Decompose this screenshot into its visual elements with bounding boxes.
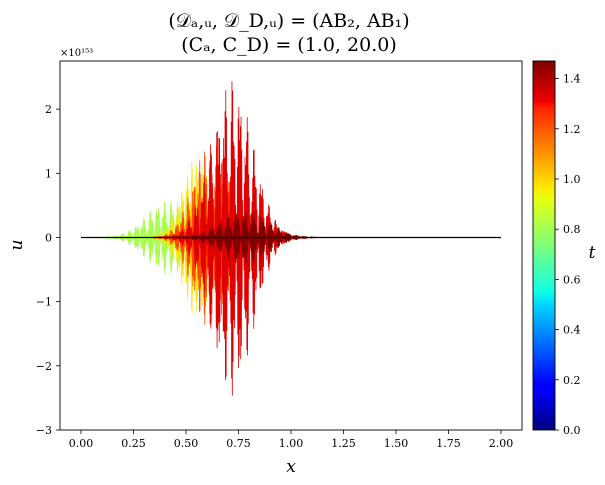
x-tick-label: 1.25 — [331, 437, 356, 450]
title-line-1: (𝒟ₐ,ᵤ, 𝒟_D,ᵤ) = (AB₂, AB₁) — [168, 10, 409, 32]
y-tick-label: 1 — [45, 167, 52, 180]
x-tick-label: 2.00 — [489, 437, 514, 450]
x-axis-label: x — [286, 457, 296, 477]
y-offset-text: ×10¹⁵³ — [60, 48, 93, 59]
x-tick-label: 0.00 — [69, 437, 94, 450]
x-tick-label: 1.50 — [384, 437, 409, 450]
colorbar-tick-label: 1.4 — [563, 73, 581, 86]
colorbar-tick-label: 1.2 — [563, 123, 581, 136]
colorbar-axis: 0.0 0.2 0.4 0.6 0.8 1.0 1.2 1.4 — [555, 73, 581, 437]
title-line-2: (Cₐ, C_D) = (1.0, 20.0) — [181, 34, 396, 56]
colorbar-tick-label: 0.4 — [563, 324, 581, 337]
colorbar-tick-label: 1.0 — [563, 173, 581, 186]
y-axis: −3 −2 −1 0 1 2 — [36, 103, 60, 437]
x-tick-label: 1.00 — [279, 437, 304, 450]
colorbar: 0.0 0.2 0.4 0.6 0.8 1.0 1.2 1.4 t — [532, 60, 596, 437]
x-axis: 0.00 0.25 0.50 0.75 1.00 1.25 1.50 1.75 2.00 — [69, 430, 514, 450]
colorbar-tick-label: 0.0 — [563, 424, 581, 437]
x-tick-label: 1.75 — [436, 437, 461, 450]
plot-area: 0.00 0.25 0.50 0.75 1.00 1.25 1.50 1.75 2.00 −3−… — [36, 60, 523, 450]
y-tick-label: −3 — [36, 424, 52, 437]
colorbar-label: t — [589, 243, 596, 263]
x-tick-label: 0.25 — [121, 437, 146, 450]
colorbar-tick-label: 0.2 — [563, 374, 581, 387]
x-tick-label: 0.50 — [174, 437, 199, 450]
y-tick-label: −1 — [36, 296, 52, 309]
chart-title: (𝒟ₐ,ᵤ, 𝒟_D,ᵤ) = (AB₂, AB₁) (Cₐ, C_D) = (… — [168, 10, 409, 56]
y-axis-label: u — [7, 240, 27, 251]
x-tick-label: 0.75 — [226, 437, 251, 450]
y-tick-label: 2 — [45, 103, 52, 116]
y-tick-label: −2 — [36, 360, 52, 373]
colorbar-tick-label: 0.6 — [563, 273, 581, 286]
y-tick-label: 0 — [45, 231, 52, 244]
colorbar-tick-label: 0.8 — [563, 223, 581, 236]
colorbar-gradient — [532, 60, 556, 431]
